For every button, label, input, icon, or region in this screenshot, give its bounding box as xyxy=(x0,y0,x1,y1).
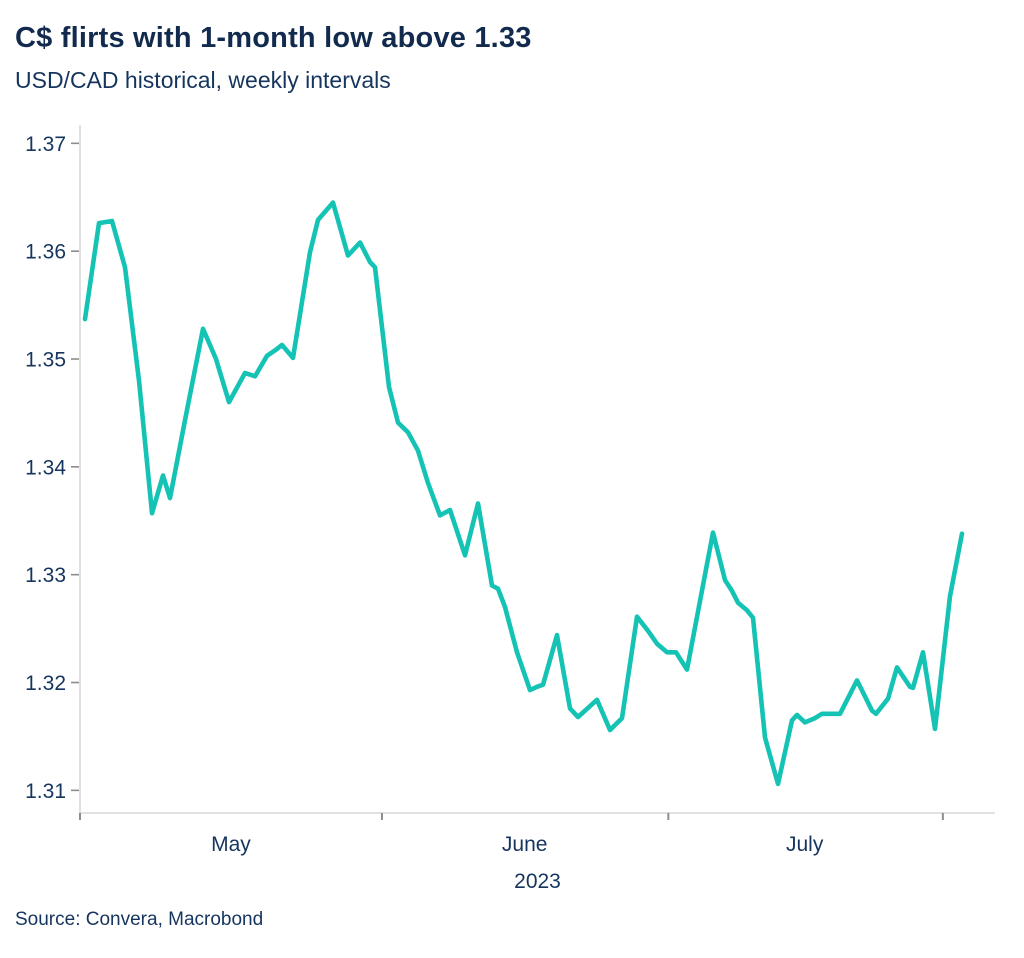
chart-subtitle: USD/CAD historical, weekly intervals xyxy=(15,67,391,93)
x-axis-label: May xyxy=(211,833,251,856)
chart-title: C$ flirts with 1-month low above 1.33 xyxy=(15,22,532,54)
source-note: Source: Convera, Macrobond xyxy=(15,909,264,930)
x-axis-label: July xyxy=(786,833,824,856)
y-axis-label: 1.33 xyxy=(25,564,66,587)
y-axis-label: 1.35 xyxy=(25,349,66,372)
y-axis-label: 1.36 xyxy=(25,241,66,264)
y-axis-label: 1.37 xyxy=(25,133,66,156)
y-axis-label: 1.34 xyxy=(25,456,66,479)
x-axis-year-label: 2023 xyxy=(514,870,561,893)
x-axis-label: June xyxy=(502,833,548,856)
y-axis-label: 1.31 xyxy=(25,780,66,803)
y-axis-label: 1.32 xyxy=(25,672,66,695)
price-line xyxy=(82,200,965,787)
